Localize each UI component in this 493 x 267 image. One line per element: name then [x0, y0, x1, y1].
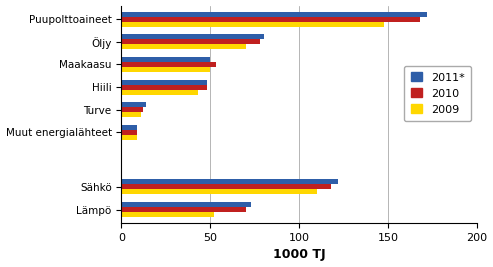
Bar	[121, 39, 260, 44]
Bar	[121, 212, 214, 217]
X-axis label: 1000 TJ: 1000 TJ	[273, 249, 325, 261]
Bar	[121, 135, 138, 140]
Bar	[121, 80, 207, 85]
Bar	[121, 179, 338, 184]
Bar	[121, 34, 264, 39]
Bar	[121, 22, 385, 27]
Bar	[121, 44, 246, 49]
Bar	[121, 112, 141, 117]
Bar	[121, 189, 317, 194]
Bar	[121, 207, 246, 212]
Bar	[121, 125, 138, 130]
Bar	[121, 67, 211, 72]
Bar	[121, 184, 331, 189]
Bar	[121, 102, 146, 107]
Bar	[121, 90, 198, 95]
Bar	[121, 130, 138, 135]
Bar	[121, 17, 420, 22]
Bar	[121, 12, 427, 17]
Bar	[121, 202, 251, 207]
Legend: 2011*, 2010, 2009: 2011*, 2010, 2009	[404, 65, 471, 121]
Bar	[121, 62, 215, 67]
Bar	[121, 57, 211, 62]
Bar	[121, 85, 207, 90]
Bar	[121, 107, 143, 112]
